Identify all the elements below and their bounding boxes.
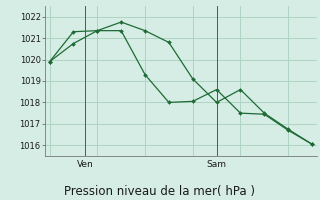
Text: Ven: Ven <box>77 160 94 169</box>
Text: Pression niveau de la mer( hPa ): Pression niveau de la mer( hPa ) <box>65 185 255 198</box>
Text: Sam: Sam <box>207 160 227 169</box>
